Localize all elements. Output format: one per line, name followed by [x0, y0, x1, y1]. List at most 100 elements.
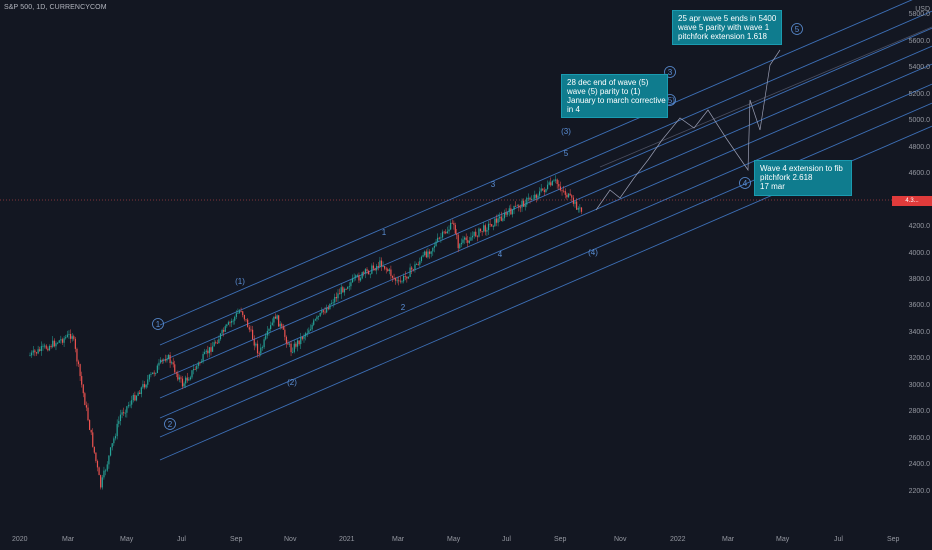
- candle: [121, 412, 123, 415]
- x-tick: 2020: [12, 536, 28, 543]
- annotation-wave-5-end[interactable]: 28 dec end of wave (5) wave (5) parity t…: [561, 74, 668, 118]
- candle: [105, 470, 107, 472]
- candle: [457, 234, 459, 249]
- candle: [57, 342, 59, 344]
- candle: [98, 467, 100, 476]
- candle: [140, 387, 142, 395]
- candle: [68, 334, 70, 335]
- candle: [343, 288, 346, 293]
- candle: [139, 392, 141, 395]
- candle: [119, 414, 122, 421]
- candle: [342, 287, 344, 293]
- y-tick: 2600.0: [908, 434, 930, 442]
- candle: [293, 343, 295, 352]
- candle: [567, 193, 570, 198]
- candle: [148, 374, 150, 380]
- candle: [183, 383, 185, 387]
- x-tick: Mar: [722, 536, 735, 543]
- x-tick: 2022: [670, 536, 686, 543]
- candle: [499, 216, 501, 219]
- candle: [45, 345, 47, 349]
- candle: [335, 296, 337, 299]
- candle: [53, 340, 55, 347]
- candle: [372, 265, 375, 269]
- wave-label: 2: [401, 303, 406, 312]
- candle: [288, 343, 291, 345]
- candle: [374, 268, 376, 271]
- candle: [574, 201, 576, 204]
- candle: [200, 361, 203, 363]
- wave-label-circle: [152, 318, 164, 330]
- y-tick: 3400.0: [908, 328, 930, 336]
- candle: [419, 261, 421, 265]
- candle: [377, 265, 379, 267]
- channel-line: [159, 83, 932, 419]
- candle: [169, 355, 171, 364]
- candle: [103, 470, 105, 478]
- candle: [554, 179, 557, 181]
- x-tick: Jul: [502, 536, 511, 543]
- candle: [245, 319, 247, 321]
- candle: [332, 302, 334, 304]
- candle: [218, 339, 220, 344]
- candle: [73, 336, 75, 339]
- candle: [516, 205, 518, 207]
- candle: [177, 373, 179, 380]
- candle: [229, 322, 231, 324]
- y-tick: 2200.0: [908, 487, 930, 495]
- candle: [387, 269, 389, 272]
- candle: [186, 377, 188, 381]
- candle: [545, 188, 547, 192]
- candle: [153, 372, 155, 374]
- candle: [503, 212, 506, 219]
- candle: [351, 278, 354, 283]
- candle: [462, 239, 464, 243]
- candle: [309, 329, 312, 331]
- x-tick: Sep: [554, 536, 567, 543]
- candle: [468, 240, 470, 243]
- candle: [143, 384, 146, 388]
- candle: [164, 359, 166, 361]
- y-tick: 5400.0: [908, 64, 930, 72]
- candle: [380, 260, 383, 267]
- candle: [65, 337, 67, 339]
- wave-label-circle: [664, 66, 676, 78]
- y-tick: 3600.0: [908, 302, 930, 310]
- candle: [508, 208, 510, 213]
- candle: [415, 264, 418, 265]
- candle: [127, 405, 130, 407]
- y-tick: 3800.0: [908, 275, 930, 283]
- candle: [305, 333, 307, 337]
- candle: [432, 247, 434, 252]
- candle: [401, 281, 403, 283]
- candle: [451, 222, 453, 224]
- candle: [281, 323, 283, 327]
- candle: [364, 269, 367, 274]
- candle: [260, 347, 262, 354]
- candle: [556, 179, 558, 185]
- annotation-wave-4-extension[interactable]: Wave 4 extension to fib pitchfork 2.618 …: [754, 160, 852, 196]
- candle: [145, 384, 147, 388]
- channel-line: [159, 45, 932, 381]
- x-tick: 2021: [339, 536, 355, 543]
- candle: [296, 340, 299, 347]
- candle: [76, 348, 78, 362]
- candle: [553, 180, 555, 182]
- candle: [282, 326, 284, 330]
- y-tick: 2400.0: [908, 461, 930, 469]
- candle: [440, 237, 442, 239]
- y-tick: 2800.0: [908, 408, 930, 416]
- candle: [298, 340, 300, 345]
- candle: [60, 339, 62, 341]
- candle: [521, 200, 523, 208]
- candle: [531, 198, 533, 200]
- x-tick: Jul: [834, 536, 843, 543]
- annotation-wave-5-target[interactable]: 25 apr wave 5 ends in 5400 wave 5 parity…: [672, 10, 782, 45]
- candle: [210, 347, 212, 352]
- candle: [238, 311, 241, 313]
- candle: [495, 218, 498, 223]
- wave-label: 5: [795, 25, 800, 34]
- candle: [551, 180, 553, 186]
- candle: [507, 212, 509, 215]
